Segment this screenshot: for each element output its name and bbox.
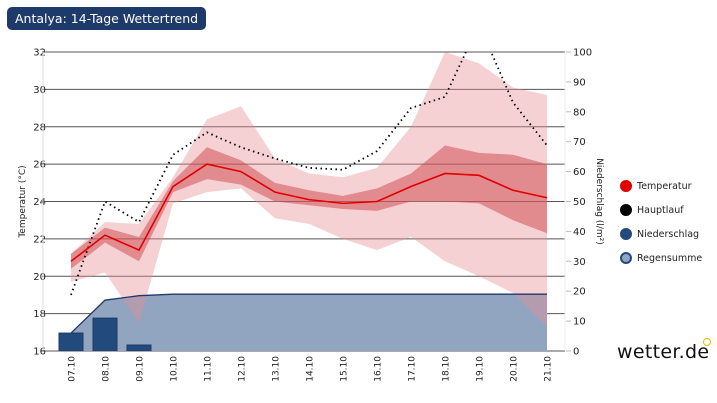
regensumme-area bbox=[71, 294, 547, 351]
legend-item[interactable]: Regensumme bbox=[620, 246, 702, 270]
legend-item[interactable]: Hauptlauf bbox=[620, 198, 702, 222]
niederschlag-bar bbox=[92, 317, 118, 351]
x-tick-label: 21.10 bbox=[544, 356, 554, 382]
niederschlag-bar bbox=[126, 344, 152, 351]
y-tick-label: 30 bbox=[33, 85, 46, 96]
x-tick-label: 10.10 bbox=[170, 356, 180, 382]
x-tick-label: 08.10 bbox=[102, 356, 112, 382]
wetter-de-logo[interactable]: wetter.de bbox=[617, 341, 710, 363]
x-tick-label: 13.10 bbox=[272, 356, 282, 382]
y2-tick-label: 90 bbox=[573, 77, 586, 88]
legend-item[interactable]: Temperatur bbox=[620, 174, 702, 198]
y2-tick-label: 50 bbox=[573, 197, 586, 208]
y2-tick-label: 10 bbox=[573, 317, 586, 328]
temperature-outer-band bbox=[71, 52, 547, 327]
y-tick-label: 32 bbox=[33, 48, 46, 59]
x-tick-label: 19.10 bbox=[476, 356, 486, 382]
legend-dot-icon bbox=[620, 180, 632, 192]
y-axis-label: Temperatur (°C) bbox=[18, 165, 28, 238]
legend-dot-icon bbox=[620, 252, 632, 264]
x-tick-label: 18.10 bbox=[442, 356, 452, 382]
logo-dot-icon bbox=[703, 338, 711, 346]
legend-dot-icon bbox=[620, 204, 632, 216]
y2-tick-label: 70 bbox=[573, 137, 586, 148]
legend-dot-icon bbox=[620, 228, 632, 240]
y2-tick-label: 20 bbox=[573, 287, 586, 298]
x-tick-label: 11.10 bbox=[204, 356, 214, 382]
y2-tick-label: 0 bbox=[573, 347, 579, 358]
y-tick-label: 26 bbox=[33, 160, 46, 171]
y-tick-label: 24 bbox=[33, 197, 46, 208]
y-tick-label: 18 bbox=[33, 309, 46, 320]
x-tick-label: 20.10 bbox=[510, 356, 520, 382]
y-tick-label: 22 bbox=[33, 234, 46, 245]
y2-tick-label: 80 bbox=[573, 107, 586, 118]
y2-tick-label: 40 bbox=[573, 227, 586, 238]
x-tick-label: 09.10 bbox=[136, 356, 146, 382]
y2-axis-label: Niederschlag (l/m²) bbox=[594, 158, 604, 245]
plot-area bbox=[58, 52, 548, 351]
legend-label: Regensumme bbox=[637, 252, 703, 264]
y-tick-label: 20 bbox=[33, 272, 46, 283]
y2-tick-label: 30 bbox=[573, 257, 586, 268]
legend-item[interactable]: Niederschlag bbox=[620, 222, 702, 246]
regensumme-line bbox=[70, 293, 547, 334]
x-tick-label: 15.10 bbox=[340, 356, 350, 382]
x-tick-label: 14.10 bbox=[306, 356, 316, 382]
legend-label: Hauptlauf bbox=[637, 204, 684, 216]
x-tick-label: 16.10 bbox=[374, 356, 384, 382]
x-tick-label: 07.10 bbox=[68, 356, 78, 382]
y2-tick-label: 100 bbox=[573, 48, 592, 59]
chart-title: Antalya: 14-Tage Wettertrend bbox=[7, 7, 207, 30]
y-tick-label: 16 bbox=[33, 347, 46, 358]
y-tick-label: 28 bbox=[33, 122, 46, 133]
legend-label: Temperatur bbox=[637, 180, 692, 192]
x-tick-label: 12.10 bbox=[238, 356, 248, 382]
temperature-line bbox=[70, 163, 548, 262]
legend-label: Niederschlag bbox=[637, 228, 700, 240]
niederschlag-bar bbox=[58, 332, 84, 351]
legend: Temperatur Hauptlauf Niederschlag Regensumm… bbox=[620, 174, 702, 270]
y2-tick-label: 60 bbox=[573, 167, 586, 178]
x-tick-label: 17.10 bbox=[408, 356, 418, 382]
